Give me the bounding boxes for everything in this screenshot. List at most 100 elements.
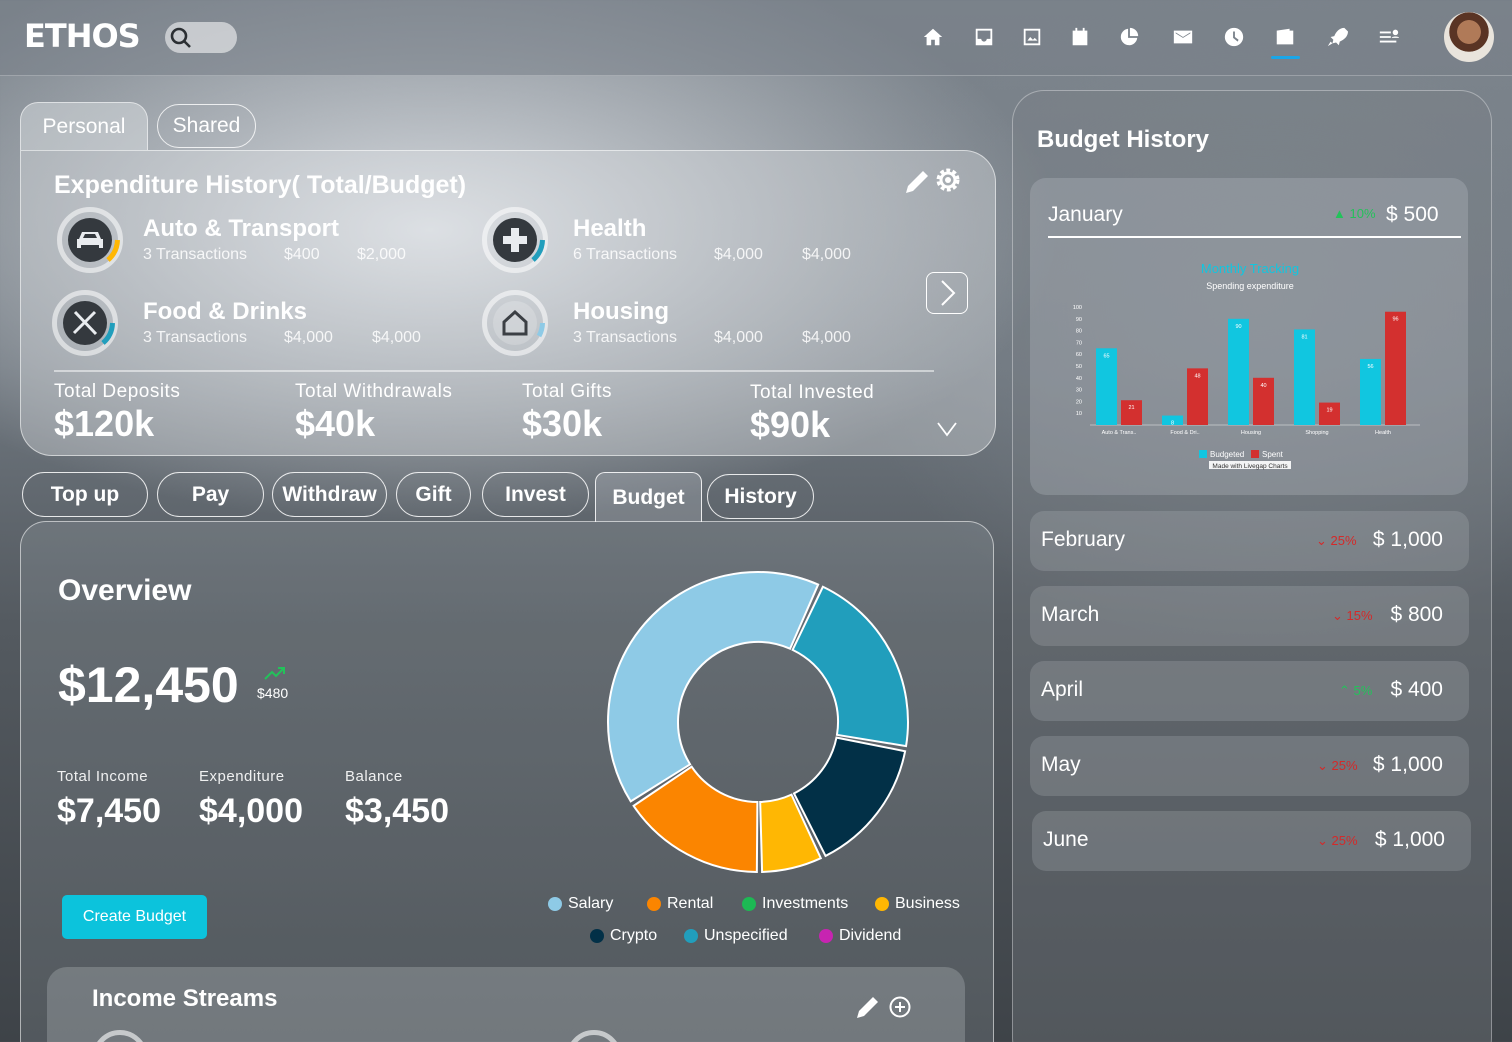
tab-gift[interactable]: Gift [396, 472, 471, 517]
y-tick-label: 60 [1076, 352, 1082, 358]
income-streams-title: Income Streams [92, 985, 278, 1012]
total-value: $120k [54, 403, 155, 444]
x-tick-label: Food & Dri.. [1170, 430, 1200, 436]
overview-title: Overview [58, 574, 192, 607]
category-transactions: 3 Transactions [573, 329, 678, 346]
search-icon [170, 27, 191, 48]
total-value: $90k [750, 404, 831, 445]
legend-crypto: Crypto [590, 927, 657, 945]
legend-salary: Salary [548, 895, 613, 913]
app-logo[interactable]: ETHOS [24, 17, 141, 55]
inbox-icon[interactable] [969, 22, 999, 52]
category-auto-ring [57, 207, 123, 273]
month-card-may[interactable]: May ⌄ 25% $ 1,000 [1030, 736, 1469, 796]
pie-chart-icon[interactable] [1114, 22, 1144, 52]
menu-user-icon[interactable] [1374, 22, 1404, 52]
budget-history-title: Budget History [1037, 126, 1210, 153]
home-icon[interactable] [918, 22, 948, 52]
x-tick-label: Shopping [1305, 430, 1328, 436]
bar-spent [1385, 311, 1406, 425]
expenditure-value: $4,000 [199, 792, 303, 830]
category-transactions: 3 Transactions [143, 246, 248, 263]
y-tick-label: 30 [1076, 388, 1082, 394]
month-card-june[interactable]: June ⌄ 25% $ 1,000 [1032, 811, 1471, 871]
rocket-icon[interactable] [1322, 22, 1352, 52]
category-transactions: 6 Transactions [573, 246, 678, 263]
user-avatar[interactable] [1444, 12, 1494, 62]
fork-knife-icon [63, 301, 107, 345]
bar-budgeted [1360, 358, 1381, 425]
add-circle-icon[interactable] [888, 995, 912, 1019]
category-budget: $2,000 [357, 246, 406, 263]
auto-progress-arc [106, 239, 120, 262]
donut-slice-salary [607, 571, 820, 803]
bar-budgeted [1294, 329, 1315, 425]
legend-budgeted-swatch [1199, 450, 1207, 458]
category-name: Food & Drinks [143, 298, 308, 325]
tab-budget[interactable]: Budget [595, 472, 702, 522]
tab-personal[interactable]: Personal [20, 102, 148, 150]
image-icon[interactable] [1017, 22, 1047, 52]
month-name: April [1041, 678, 1084, 701]
edit-settings-icons[interactable] [903, 166, 965, 196]
wallet-icon[interactable] [1270, 22, 1300, 52]
month-card-april[interactable]: April ⌃ 5% $ 400 [1030, 661, 1469, 721]
y-tick-label: 90 [1076, 317, 1082, 323]
tab-pay[interactable]: Pay [157, 472, 264, 517]
tab-top-up[interactable]: Top up [22, 472, 148, 517]
tab-shared[interactable]: Shared [157, 104, 256, 148]
create-budget-button[interactable]: Create Budget [62, 895, 207, 939]
month-card-february[interactable]: February ⌄ 25% $ 1,000 [1030, 511, 1469, 571]
category-total: $400 [284, 246, 320, 263]
y-tick-label: 100 [1073, 305, 1082, 311]
next-page-button[interactable] [926, 272, 968, 314]
income-value: $7,450 [57, 792, 161, 830]
car-icon [68, 218, 112, 262]
bar-value-label: 40 [1260, 383, 1266, 389]
legend-spent-swatch [1251, 450, 1259, 458]
chevron-down-icon[interactable] [936, 420, 958, 438]
clock-icon[interactable] [1219, 22, 1249, 52]
balance-value: $3,450 [345, 792, 449, 830]
category-budget: $4,000 [802, 329, 851, 346]
divider [1048, 236, 1461, 238]
housing-progress-arc [536, 322, 545, 338]
trend-up-icon [264, 667, 285, 680]
donut-slice-crypto [792, 736, 907, 858]
bar-value-label: 21 [1128, 405, 1134, 411]
bar-value-label: 56 [1367, 364, 1373, 370]
tab-history[interactable]: History [707, 474, 814, 519]
monthly-tracking-chart: Monthly Tracking Spending expenditure 10… [1073, 261, 1420, 470]
month-amount: $ 400 [1390, 678, 1443, 701]
category-housing-ring [482, 290, 548, 356]
divider [54, 370, 934, 372]
category-total: $4,000 [714, 246, 763, 263]
income-streams-panel [47, 967, 965, 1042]
active-nav-indicator [1271, 56, 1300, 59]
tab-withdraw[interactable]: Withdraw [272, 472, 387, 517]
mail-icon[interactable] [1168, 22, 1198, 52]
month-name: March [1041, 603, 1100, 626]
overview-amount: $12,450 [58, 657, 239, 713]
donut-slice-rental [632, 765, 759, 874]
search-toggle[interactable] [165, 22, 237, 53]
bar-value-label: 19 [1326, 408, 1332, 414]
total-label: Total Deposits [54, 381, 181, 402]
pencil-icon[interactable] [855, 994, 881, 1020]
chevron-down-icon: ⌄ [1332, 608, 1343, 623]
income-donut-chart [607, 571, 909, 874]
category-transactions: 3 Transactions [143, 329, 248, 346]
tab-invest[interactable]: Invest [482, 472, 589, 517]
y-tick-label: 70 [1076, 340, 1082, 346]
calendar-icon[interactable] [1065, 22, 1095, 52]
bar-value-label: 48 [1194, 373, 1200, 379]
category-health-ring [482, 207, 548, 273]
legend-business: Business [875, 895, 960, 913]
total-label: Total Gifts [522, 381, 612, 402]
expenditure-title: Expenditure History( Total/Budget) [54, 171, 467, 199]
chart-subtitle: Spending expenditure [1206, 281, 1294, 291]
chevron-down-icon: ⌄ [1316, 533, 1327, 548]
health-progress-arc [531, 239, 545, 262]
month-card-march[interactable]: March ⌄ 15% $ 800 [1030, 586, 1469, 646]
month-change: ⌄ 15% [1332, 608, 1373, 623]
